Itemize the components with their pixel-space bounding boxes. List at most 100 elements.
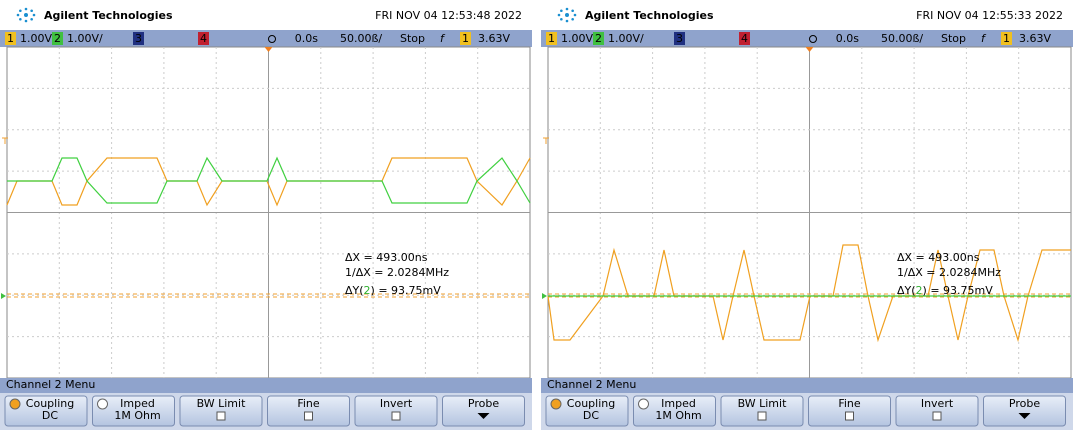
channel-number: 1 <box>7 32 14 45</box>
logo-dot <box>571 9 574 13</box>
logo-dot <box>16 13 20 17</box>
delay: 0.0s <box>295 32 318 45</box>
menu-title: Channel 2 Menu <box>6 378 95 391</box>
softkey-face[interactable] <box>633 395 716 427</box>
channel-number: 2 <box>54 32 61 45</box>
channel-box <box>460 32 471 45</box>
brand: Agilent Technologies <box>585 9 714 22</box>
channel-number: 4 <box>741 32 748 45</box>
channel-box <box>739 32 750 45</box>
logo-dot <box>24 13 28 17</box>
channel-number: 1 <box>462 32 469 45</box>
logo-dot <box>565 13 569 17</box>
softkey-checkbox <box>304 411 313 421</box>
trigger-level-marker <box>2 137 8 144</box>
channel-box <box>593 32 604 45</box>
softkey-label: Imped <box>120 397 155 410</box>
trigger-marker <box>805 47 814 52</box>
softkey-checkbox <box>932 411 942 421</box>
softkey-face[interactable] <box>267 395 350 427</box>
menu-title: Channel 2 Menu <box>547 378 636 391</box>
channel-number: 3 <box>676 32 683 45</box>
trigger-level: 3.63V <box>1019 32 1051 45</box>
channel-number: 4 <box>200 32 207 45</box>
softkey[interactable]: Probe <box>983 395 1066 427</box>
ch1-scale: 1.00V/ <box>561 32 597 45</box>
softkey-face[interactable] <box>808 395 891 427</box>
softkey[interactable]: BW Limit <box>179 395 263 427</box>
softkey-face[interactable] <box>983 395 1066 427</box>
softkey[interactable]: Probe <box>442 395 525 427</box>
softkey-label: Fine <box>297 397 320 410</box>
softkey-label: Probe <box>468 397 499 410</box>
trigger-slope: f <box>981 32 987 45</box>
ground-marker <box>542 293 547 299</box>
softkey-arrow <box>477 413 490 419</box>
softkey-face[interactable] <box>442 395 525 427</box>
logo <box>16 7 36 23</box>
trigger-level-marker <box>543 137 549 144</box>
logo-dot <box>19 9 22 13</box>
softkey-label: Coupling <box>26 397 74 410</box>
softkey-face[interactable] <box>4 395 88 427</box>
measurement-part: ) = 93.75mV <box>371 284 442 297</box>
logo-dot <box>571 17 574 21</box>
trace-ch2 <box>7 156 531 204</box>
softkey-label: Probe <box>1009 397 1040 410</box>
softkey[interactable]: Invert <box>895 395 979 427</box>
channel-number: 1 <box>1003 32 1010 45</box>
logo <box>557 7 577 23</box>
channel-box <box>5 32 16 45</box>
softkey-value: DC <box>583 409 599 422</box>
softkey-icon <box>97 398 108 410</box>
measurement-channel: 2 <box>916 284 923 297</box>
trigger-slope: f <box>440 32 446 45</box>
scope-panel: Agilent Technologies FRI NOV 04 12:53:48 … <box>0 7 532 430</box>
softkey[interactable]: Invert <box>354 395 438 427</box>
trigger-level: 3.63V <box>478 32 510 45</box>
menu-bar <box>541 378 1073 393</box>
ch2-scale: 1.00V/ <box>67 32 103 45</box>
logo-dot <box>573 13 577 17</box>
softkey-checkbox <box>391 411 401 421</box>
softkey-face[interactable] <box>895 395 979 427</box>
measurement: 1/ΔX = 2.0284MHz <box>897 266 1001 279</box>
datetime: FRI NOV 04 12:55:33 2022 <box>916 9 1063 22</box>
measurement: ΔY(2) = 93.75mV <box>897 284 993 297</box>
softkey-checkbox <box>216 411 226 421</box>
channel-box <box>52 32 63 45</box>
logo-dot <box>565 7 569 11</box>
brand: Agilent Technologies <box>44 9 173 22</box>
logo-dot <box>560 17 563 21</box>
channel-box <box>198 32 209 45</box>
softkey-face[interactable] <box>545 395 629 427</box>
softkey-face[interactable] <box>720 395 804 427</box>
logo-dot <box>565 19 569 23</box>
softkey-face[interactable] <box>92 395 175 427</box>
softkey-face[interactable] <box>354 395 438 427</box>
softkey-face[interactable] <box>179 395 263 427</box>
softkey[interactable]: BW Limit <box>720 395 804 427</box>
logo-dot <box>24 19 28 23</box>
trigger-marker <box>264 47 273 52</box>
softkey-label: BW Limit <box>738 397 787 410</box>
softkey-checkbox <box>757 411 767 421</box>
softkey[interactable]: Fine <box>267 395 350 427</box>
delay-icon <box>268 35 276 43</box>
softkey[interactable]: Fine <box>808 395 891 427</box>
datetime: FRI NOV 04 12:53:48 2022 <box>375 9 522 22</box>
measurement: ΔY(2) = 93.75mV <box>345 284 441 297</box>
softkey-icon <box>9 398 21 410</box>
channel-box <box>133 32 144 45</box>
softkey-checkbox <box>845 411 854 421</box>
menu-bar <box>0 378 532 393</box>
ch1-scale: 1.00V/ <box>20 32 56 45</box>
ch2-scale: 1.00V/ <box>608 32 644 45</box>
timebase: 50.00ß/ <box>340 32 382 45</box>
run-mode: Stop <box>400 32 425 45</box>
